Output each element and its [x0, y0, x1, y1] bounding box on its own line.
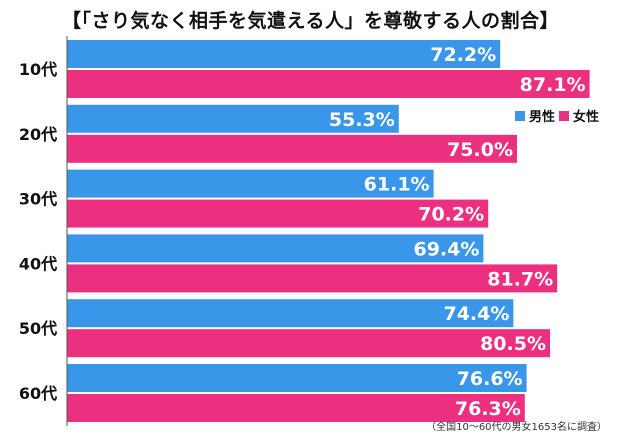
legend: 男性 女性 [511, 104, 604, 127]
chart-title: 【「さり気なく相手を気遣える人」を尊敬する人の割合】 [62, 10, 559, 32]
category-label: 30代 [19, 190, 57, 209]
value-label-male: 69.4% [413, 238, 479, 260]
value-label-male: 61.1% [364, 174, 430, 196]
bar-female [67, 134, 517, 163]
value-label-male: 74.4% [443, 303, 509, 325]
value-label-female: 76.3% [455, 398, 521, 420]
category-label: 20代 [19, 125, 57, 144]
survey-note: （全国10～60代の男女1653名に調査） [426, 422, 607, 433]
category-label: 40代 [19, 254, 57, 273]
value-label-female: 87.1% [520, 74, 586, 96]
bar-male [67, 299, 514, 328]
bar-female [67, 70, 590, 98]
value-label-female: 70.2% [418, 204, 484, 226]
bar-male [67, 40, 501, 68]
legend-label-female: 女性 [573, 110, 600, 125]
value-label-male: 55.3% [329, 109, 395, 131]
bar-female [67, 394, 525, 422]
value-label-male: 76.6% [457, 368, 523, 390]
legend-swatch-male [515, 110, 525, 121]
value-label-female: 80.5% [480, 333, 546, 355]
bar-male [67, 169, 434, 198]
value-label-male: 72.2% [430, 44, 496, 66]
category-label: 50代 [19, 319, 57, 338]
bar-male [67, 104, 399, 133]
bar-male [67, 234, 484, 263]
value-label-female: 75.0% [447, 139, 513, 161]
legend-label-male: 男性 [529, 110, 556, 125]
category-label: 60代 [19, 384, 57, 403]
bar-female [67, 199, 489, 228]
bar-female [67, 264, 558, 293]
value-label-female: 81.7% [487, 268, 553, 290]
legend-swatch-female [559, 110, 570, 121]
bar-male [67, 364, 527, 392]
category-label: 10代 [19, 60, 57, 79]
bar-female [67, 329, 550, 358]
